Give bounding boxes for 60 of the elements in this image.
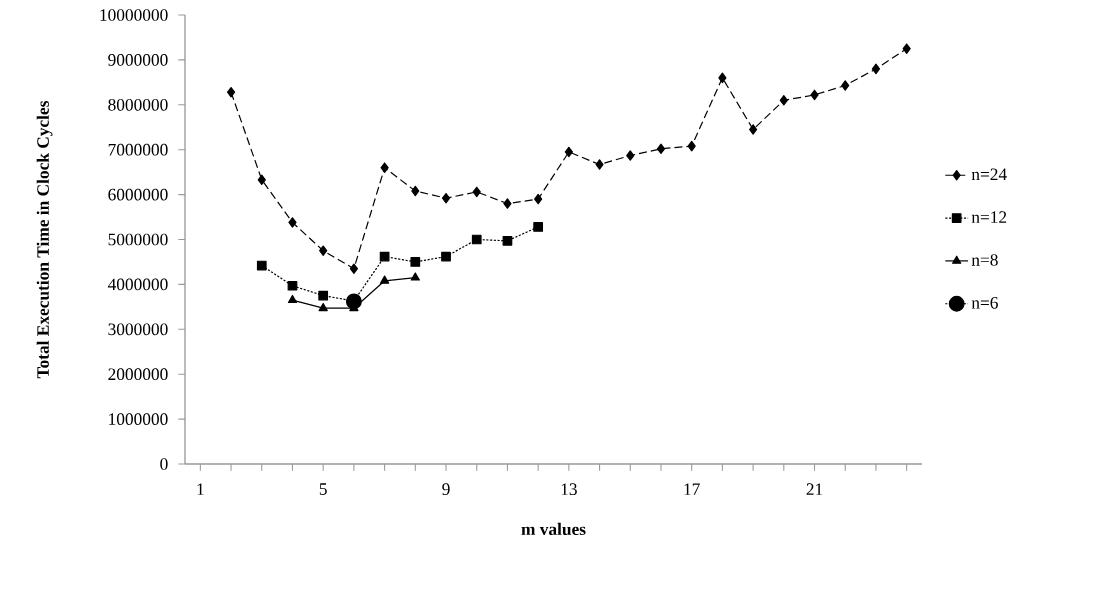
- point: [471, 234, 482, 245]
- point: [257, 174, 266, 186]
- y-tick-label: 10000000: [100, 9, 168, 21]
- x-tick-label: 13: [561, 483, 577, 496]
- y-tick-label: 8000000: [108, 98, 168, 111]
- point: [345, 293, 362, 310]
- y-axis-title: Total Execution Time in Clock Cycles: [36, 101, 53, 379]
- y-tick-label: 2000000: [108, 368, 168, 381]
- y-tick-label: 1000000: [109, 413, 168, 425]
- point: [441, 192, 451, 204]
- y-tick-label: 0: [160, 458, 168, 470]
- point: [626, 150, 635, 161]
- point: [349, 263, 358, 274]
- point: [318, 290, 329, 301]
- point: [871, 63, 881, 75]
- point: [379, 275, 390, 284]
- point: [380, 162, 389, 173]
- point: [319, 245, 328, 256]
- point: [503, 198, 512, 209]
- point: [318, 302, 328, 312]
- y-tick-label: 7000000: [108, 143, 168, 156]
- point: [687, 140, 696, 152]
- y-tick-label: 6000000: [108, 188, 168, 201]
- point: [472, 186, 481, 198]
- x-axis-title: m values: [521, 522, 586, 536]
- point: [841, 80, 850, 91]
- point: [810, 89, 819, 101]
- point: [534, 193, 543, 205]
- point: [410, 257, 421, 267]
- point: [288, 217, 297, 228]
- point: [441, 251, 451, 262]
- y-tick-label: 3000000: [108, 323, 168, 336]
- x-tick-label: 5: [319, 483, 327, 495]
- point: [287, 280, 298, 291]
- point: [718, 72, 727, 84]
- point: [749, 124, 758, 135]
- point: [379, 251, 390, 262]
- point: [902, 43, 911, 54]
- legend-label: n=8: [971, 254, 998, 266]
- point: [410, 272, 420, 281]
- point: [226, 86, 236, 98]
- x-tick-label: 1: [197, 483, 204, 495]
- x-tick-label: 17: [684, 483, 700, 495]
- y-tick-label: 5000000: [108, 233, 168, 246]
- legend-label: n=6: [971, 297, 998, 309]
- y-tick-label: 4000000: [107, 278, 168, 291]
- point: [564, 146, 573, 158]
- point: [595, 159, 604, 170]
- point: [411, 185, 420, 197]
- point: [502, 235, 513, 246]
- legend-label: n=24: [971, 168, 1007, 180]
- x-tick-label: 21: [806, 483, 823, 495]
- point: [656, 143, 666, 155]
- point: [287, 294, 298, 304]
- point: [533, 222, 544, 232]
- y-tick-label: 9000000: [108, 54, 168, 66]
- x-tick-label: 9: [442, 483, 450, 496]
- legend-label: n=12: [971, 211, 1007, 223]
- point: [256, 260, 267, 271]
- point: [779, 95, 788, 106]
